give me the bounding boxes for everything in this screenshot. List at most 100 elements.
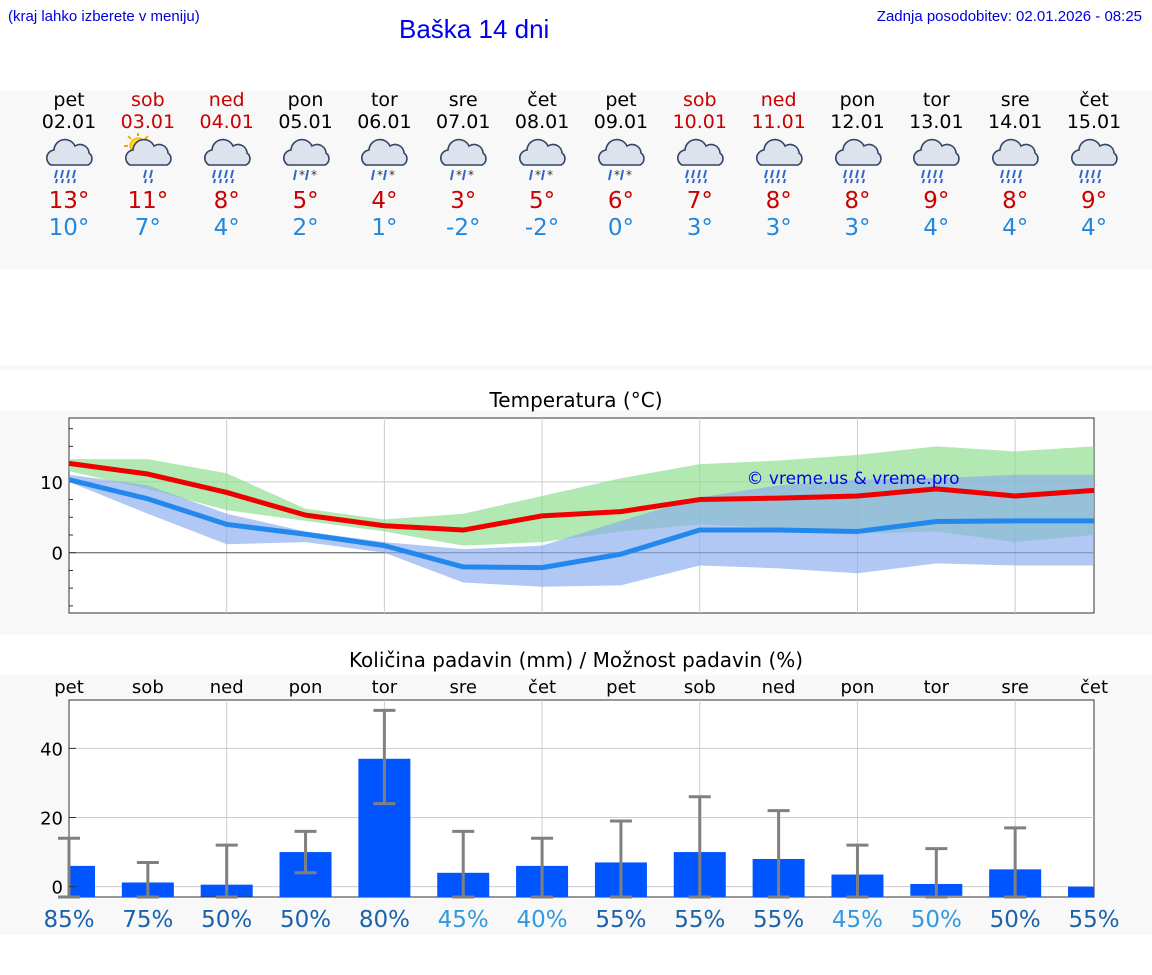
precipitation-bar <box>1068 886 1094 897</box>
precipitation-chart: pet sob ned pon tor sre čet pet sob ned pon tor sre č… <box>40 677 1119 933</box>
day-name: pet <box>53 89 85 111</box>
day-date: 07.01 <box>436 111 491 133</box>
max-temperature: 8° <box>1002 188 1029 214</box>
precipitation-bar <box>69 865 95 897</box>
x-category-label: sob <box>684 677 716 698</box>
min-range-band <box>69 474 1094 587</box>
temperature-chart: 0 10 © vreme.us & vreme.pro <box>40 417 1095 614</box>
precipitation-chance-label: 40% <box>517 907 568 933</box>
x-category-label: pon <box>289 677 323 698</box>
x-category-label: pon <box>841 677 875 698</box>
x-category-label: tor <box>372 677 398 698</box>
min-temperature: 3° <box>844 215 871 241</box>
day-date: 06.01 <box>357 111 412 133</box>
svg-text:*: * <box>299 168 305 182</box>
x-category-label: sre <box>1001 677 1028 698</box>
separator <box>0 365 1152 370</box>
rain-cloud-icon <box>672 133 728 189</box>
x-category-label: ned <box>210 677 244 698</box>
sleet-cloud-icon: * * <box>514 133 570 189</box>
precipitation-chance-label: 50% <box>911 907 962 933</box>
x-category-label: ned <box>762 677 796 698</box>
sun-rain-cloud-icon <box>120 132 176 189</box>
x-category-label: čet <box>528 677 556 698</box>
day-name: sob <box>131 89 165 111</box>
max-temperature: 4° <box>371 188 398 214</box>
day-name: ned <box>208 89 245 111</box>
svg-text:*: * <box>389 168 395 182</box>
min-temperature: 10° <box>48 215 90 241</box>
x-category-label: pet <box>54 677 84 698</box>
min-temperature: 3° <box>765 215 792 241</box>
min-temperature: 4° <box>1002 215 1029 241</box>
precipitation-chance-label: 80% <box>359 907 410 933</box>
day-name: pon <box>287 89 324 111</box>
day-date: 15.01 <box>1066 111 1122 133</box>
sleet-cloud-icon: * * <box>278 133 334 189</box>
min-temperature-line <box>68 477 1094 571</box>
max-temperature: 13° <box>48 188 90 214</box>
day-name: ned <box>760 89 797 111</box>
rain-cloud-icon <box>987 133 1043 189</box>
y-tick-label: 0 <box>52 544 63 565</box>
day-date: 12.01 <box>830 111 885 133</box>
max-temperature: 9° <box>923 188 950 214</box>
day-name: tor <box>370 89 398 111</box>
watermark: © vreme.us & vreme.pro <box>746 469 959 489</box>
max-temperature: 5° <box>529 188 556 214</box>
precipitation-chance-label: 45% <box>438 907 489 933</box>
precipitation-chance-label: 55% <box>1068 907 1119 933</box>
sleet-cloud-icon: * * <box>593 133 649 189</box>
x-category-label: čet <box>1080 677 1108 698</box>
min-temperature: 7° <box>134 215 161 241</box>
day-name: sre <box>1000 89 1030 111</box>
day-date: 10.01 <box>672 111 727 133</box>
precipitation-chance-label: 45% <box>832 907 883 933</box>
rain-cloud-icon <box>751 133 807 189</box>
precipitation-chance-label: 50% <box>280 907 331 933</box>
day-name: sob <box>683 89 717 111</box>
min-temperature: -2° <box>446 215 481 241</box>
city-menu-hint[interactable]: (kraj lahko izberete v meniju) <box>8 8 200 25</box>
day-date: 11.01 <box>751 111 806 133</box>
svg-text:*: * <box>456 168 462 182</box>
max-temperature: 3° <box>450 188 477 214</box>
y-tick-label: 20 <box>40 809 63 830</box>
precipitation-chance-label: 85% <box>43 907 94 933</box>
rain-cloud-icon <box>908 133 964 189</box>
plot-area <box>68 699 1095 898</box>
y-tick-label: 40 <box>40 739 63 760</box>
min-temperature: 1° <box>371 215 398 241</box>
svg-text:*: * <box>468 168 474 182</box>
day-date: 14.01 <box>987 111 1043 133</box>
svg-text:*: * <box>614 168 620 182</box>
precipitation-chance-label: 55% <box>753 907 804 933</box>
day-date: 04.01 <box>199 111 254 133</box>
forecast-strip <box>0 90 1152 270</box>
rain-cloud-icon <box>41 133 97 189</box>
precipitation-chart-title: Količina padavin (mm) / Možnost padavin … <box>348 648 804 672</box>
svg-text:*: * <box>535 168 541 182</box>
day-name: čet <box>1079 89 1109 111</box>
temperature-chart-title: Temperatura (°C) <box>489 388 663 412</box>
max-temperature: 6° <box>607 188 634 214</box>
min-temperature: 2° <box>292 215 319 241</box>
day-date: 09.01 <box>593 111 649 133</box>
day-name: čet <box>527 89 557 111</box>
max-temperature: 11° <box>127 188 169 214</box>
day-name: pet <box>605 89 637 111</box>
y-tick-label: 0 <box>52 878 63 899</box>
day-date: 05.01 <box>278 111 333 133</box>
day-name: pon <box>839 89 876 111</box>
rain-cloud-icon <box>830 133 886 189</box>
max-temperature: 7° <box>686 188 713 214</box>
day-name: sre <box>448 89 478 111</box>
y-tick-label: 10 <box>40 473 63 494</box>
max-temperature: 8° <box>213 188 240 214</box>
max-temperature: 9° <box>1080 188 1108 214</box>
rain-cloud-icon <box>1066 133 1122 189</box>
precipitation-chance-label: 55% <box>595 907 646 933</box>
svg-text:*: * <box>626 168 632 182</box>
sleet-cloud-icon: * * <box>435 133 491 189</box>
x-category-label: sre <box>449 677 476 698</box>
